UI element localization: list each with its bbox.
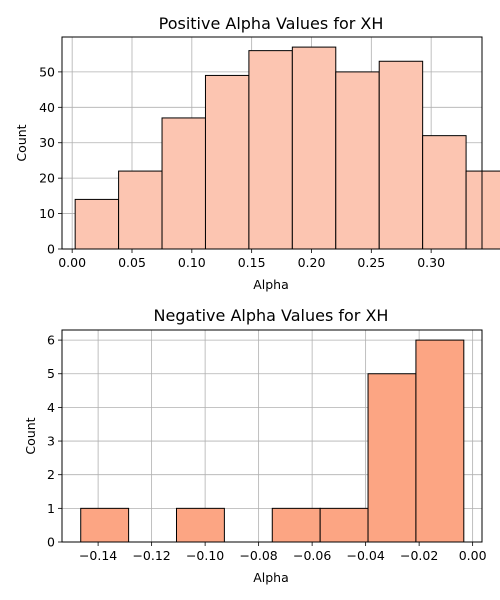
histogram-bar	[378, 60, 424, 250]
x-axis-label: Alpha	[253, 277, 289, 292]
x-tick-label: −0.14	[79, 548, 117, 563]
x-tick-label: 0.30	[417, 255, 445, 270]
histogram-bar	[248, 50, 293, 250]
y-tick-label: 2	[47, 467, 55, 482]
histogram-bar	[80, 507, 130, 543]
histogram-bar	[291, 46, 337, 250]
histogram-bar	[175, 507, 225, 543]
histogram-bar	[415, 339, 465, 543]
y-tick-label: 0	[47, 535, 55, 550]
histogram-bar	[319, 507, 369, 543]
x-tick-label: −0.04	[346, 548, 384, 563]
y-axis-label: Count	[23, 417, 38, 454]
histogram-bar	[161, 117, 206, 250]
histogram-bar	[465, 170, 500, 250]
y-tick-label: 1	[47, 501, 55, 516]
histogram-bar	[74, 198, 120, 250]
y-tick-label: 30	[39, 135, 55, 150]
x-axis-label: Alpha	[253, 570, 289, 585]
histogram-bar	[367, 373, 417, 543]
x-tick-label: 0.20	[298, 255, 326, 270]
x-tick-label: −0.12	[132, 548, 170, 563]
y-axis-label: Count	[14, 124, 29, 161]
x-tick-label: −0.02	[400, 548, 438, 563]
y-tick-label: 10	[39, 206, 55, 221]
y-tick-label: 5	[47, 366, 55, 381]
plot-frame	[61, 329, 483, 543]
x-tick-label: 0.25	[357, 255, 385, 270]
chart-title: Positive Alpha Values for XH	[159, 14, 384, 33]
positive-alpha-histogram: Positive Alpha Values for XH Alpha Count…	[14, 14, 500, 292]
x-tick-label: 0.15	[238, 255, 266, 270]
x-tick-label: −0.08	[239, 548, 277, 563]
x-tick-label: 0.10	[178, 255, 206, 270]
x-tick-label: 0.05	[118, 255, 146, 270]
histogram-bar	[118, 170, 163, 250]
y-tick-label: 40	[39, 100, 55, 115]
histogram-bar	[271, 507, 321, 543]
y-tick-label: 3	[47, 434, 55, 449]
chart-title: Negative Alpha Values for XH	[154, 306, 389, 325]
y-tick-label: 6	[47, 333, 55, 348]
y-tick-label: 0	[47, 242, 55, 257]
y-tick-label: 50	[39, 64, 55, 79]
x-tick-label: −0.06	[293, 548, 331, 563]
histogram-bar	[204, 74, 250, 250]
y-tick-label: 4	[47, 400, 55, 415]
x-tick-label: 0.00	[459, 548, 487, 563]
histogram-bar	[335, 71, 380, 250]
y-tick-label: 20	[39, 171, 55, 186]
x-tick-label: 0.00	[58, 255, 86, 270]
negative-alpha-histogram: Negative Alpha Values for XH Alpha Count…	[23, 306, 487, 585]
histogram-bar	[422, 135, 467, 250]
x-tick-label: −0.10	[186, 548, 224, 563]
